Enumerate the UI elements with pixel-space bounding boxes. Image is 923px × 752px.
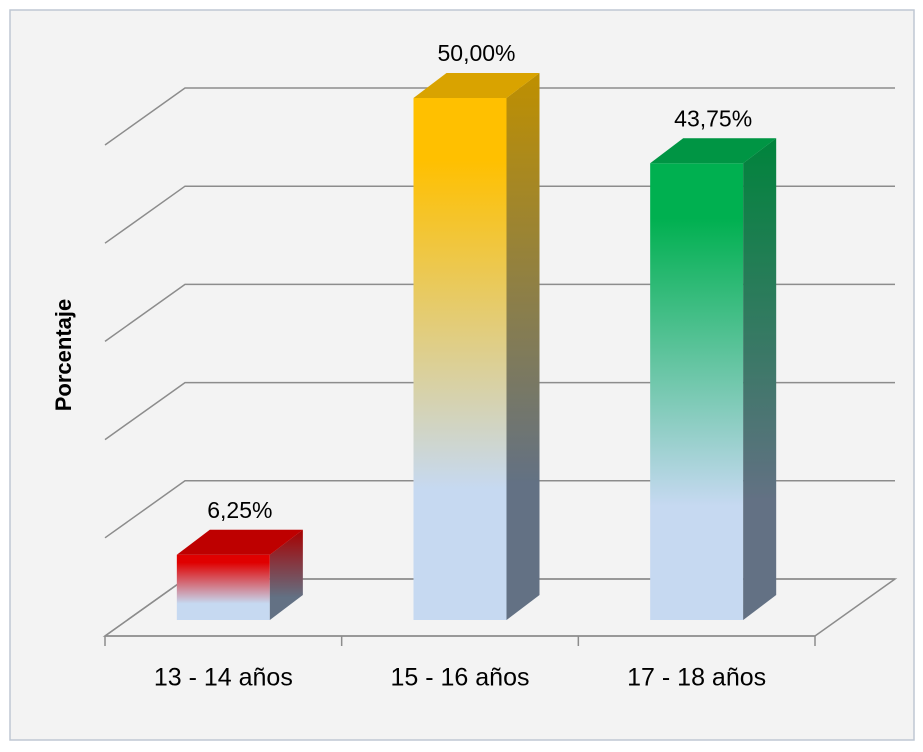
- bar-top: [650, 138, 777, 164]
- bar: [176, 529, 303, 620]
- value-label: 6,25%: [207, 497, 272, 523]
- bar-side: [269, 529, 303, 620]
- x-tick-label: 17 - 18 años: [627, 664, 766, 692]
- bar-side: [506, 73, 540, 620]
- bar: [650, 138, 777, 620]
- x-tick-label: 13 - 14 años: [154, 664, 293, 692]
- x-tick-label: 15 - 16 años: [391, 664, 530, 692]
- value-label: 43,75%: [674, 105, 752, 131]
- bar-top-shade: [176, 529, 303, 555]
- bar-front: [176, 554, 270, 620]
- bar-top: [176, 529, 303, 555]
- bar-side-dark: [743, 138, 777, 620]
- grid-line: [104, 87, 895, 146]
- bar-side-dark: [506, 73, 540, 620]
- bar-top-shade: [413, 73, 540, 98]
- bar-front: [413, 98, 507, 620]
- bar: [413, 73, 540, 620]
- bar-side: [743, 138, 777, 620]
- bar-top: [413, 73, 540, 98]
- bar-side-dark: [269, 529, 303, 620]
- bar-top-shade: [650, 138, 777, 164]
- bar-front: [650, 163, 744, 620]
- value-label: 50,00%: [437, 40, 515, 66]
- y-axis-title: Porcentaje: [51, 299, 76, 412]
